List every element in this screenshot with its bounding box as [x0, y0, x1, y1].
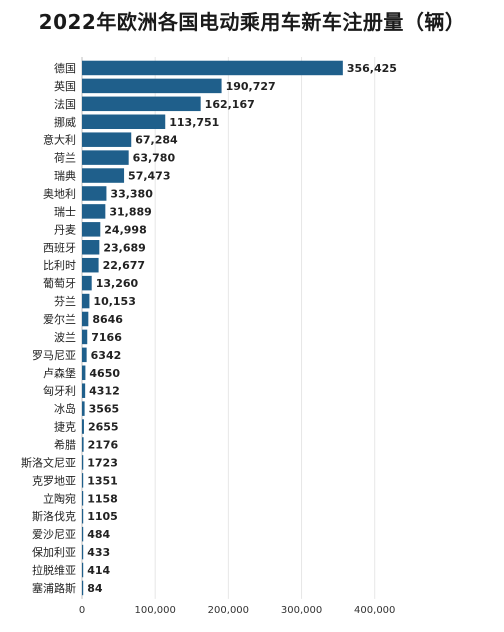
category-label: 爱沙尼亚 [32, 528, 76, 541]
data-label: 113,751 [169, 116, 219, 129]
category-label: 保加利亚 [32, 545, 76, 559]
bar [82, 383, 86, 398]
category-label: 挪威 [54, 115, 76, 129]
category-label: 匈牙利 [43, 384, 76, 398]
data-label: 484 [87, 528, 110, 541]
bar [82, 275, 92, 291]
x-tick-label: 0 [79, 605, 85, 616]
category-label: 立陶宛 [43, 491, 76, 505]
data-label: 7166 [91, 331, 122, 344]
data-label: 2655 [88, 421, 119, 434]
category-label: 法国 [54, 97, 76, 111]
category-label: 捷克 [54, 420, 76, 434]
data-label: 31,889 [109, 205, 151, 218]
x-tick-label: 100,000 [135, 605, 176, 616]
category-label: 奥地利 [43, 186, 76, 200]
bar [82, 562, 84, 578]
category-label: 斯洛文尼亚 [21, 455, 76, 469]
bar [82, 222, 101, 237]
data-label: 3565 [89, 403, 120, 416]
x-tick-label: 200,000 [208, 605, 249, 616]
data-label: 8646 [92, 313, 123, 326]
bar [82, 60, 343, 76]
data-label: 356,425 [347, 62, 397, 75]
category-label: 芬兰 [54, 295, 76, 308]
category-label: 拉脱维亚 [32, 563, 76, 577]
data-label: 10,153 [93, 295, 135, 308]
data-label: 23,689 [103, 241, 145, 254]
data-label: 63,780 [133, 152, 176, 165]
category-label: 冰岛 [54, 402, 76, 416]
bar [82, 293, 90, 309]
category-label: 德国 [54, 61, 76, 75]
category-label: 克罗地亚 [32, 474, 76, 487]
bar [82, 150, 129, 165]
category-label: 英国 [54, 79, 76, 93]
data-label: 4650 [89, 367, 120, 380]
bar [82, 329, 88, 345]
bar [82, 78, 222, 94]
data-label: 22,677 [103, 259, 145, 272]
category-label: 丹麦 [54, 223, 76, 236]
data-label: 13,260 [96, 277, 139, 290]
category-label: 希腊 [54, 437, 76, 451]
category-label: 波兰 [54, 331, 76, 344]
bar [82, 508, 84, 524]
bar [82, 257, 99, 273]
category-label: 荷兰 [54, 152, 76, 165]
x-tick-label: 400,000 [354, 605, 395, 616]
category-label: 瑞典 [54, 169, 76, 183]
category-label: 塞浦路斯 [32, 581, 76, 595]
category-label: 卢森堡 [43, 366, 76, 380]
category-label: 爱尔兰 [43, 313, 76, 326]
category-label: 斯洛伐克 [32, 509, 76, 523]
bar [82, 419, 84, 434]
data-label: 1351 [87, 474, 118, 487]
data-label: 2176 [88, 438, 119, 451]
data-label: 1723 [87, 456, 118, 469]
bar [82, 365, 86, 381]
bar [82, 132, 132, 147]
bar [82, 204, 106, 219]
data-label: 67,284 [135, 134, 178, 147]
data-label: 24,998 [104, 223, 146, 236]
bar [82, 240, 100, 255]
category-label: 意大利 [43, 133, 76, 147]
data-label: 414 [87, 564, 110, 577]
data-label: 190,727 [226, 80, 276, 93]
bar [82, 526, 84, 542]
bar [82, 455, 84, 470]
bar [82, 544, 84, 560]
bar [82, 580, 84, 596]
category-label: 葡萄牙 [43, 277, 76, 290]
data-label: 1105 [87, 510, 118, 523]
bar [82, 401, 85, 416]
x-tick-label: 300,000 [281, 605, 322, 616]
bar [82, 168, 125, 183]
category-label: 瑞士 [54, 204, 76, 218]
data-label: 433 [87, 546, 110, 559]
bar [82, 347, 87, 363]
bar [82, 114, 166, 130]
data-label: 4312 [89, 385, 120, 398]
data-label: 33,380 [110, 187, 153, 200]
category-label: 比利时 [43, 259, 76, 272]
bar [82, 491, 84, 506]
bar [82, 96, 201, 112]
chart-title: 2022年欧洲各国电动乘用车新车注册量（辆） [38, 10, 466, 34]
bar [82, 186, 107, 201]
bar [82, 473, 84, 488]
data-label: 6342 [91, 349, 122, 362]
bar [82, 437, 84, 452]
category-label: 罗马尼亚 [32, 349, 76, 362]
data-label: 1158 [87, 492, 118, 505]
data-label: 162,167 [205, 98, 255, 111]
data-label: 84 [87, 582, 103, 595]
category-label: 西班牙 [43, 241, 76, 254]
data-label: 57,473 [128, 170, 170, 183]
bar [82, 311, 89, 327]
